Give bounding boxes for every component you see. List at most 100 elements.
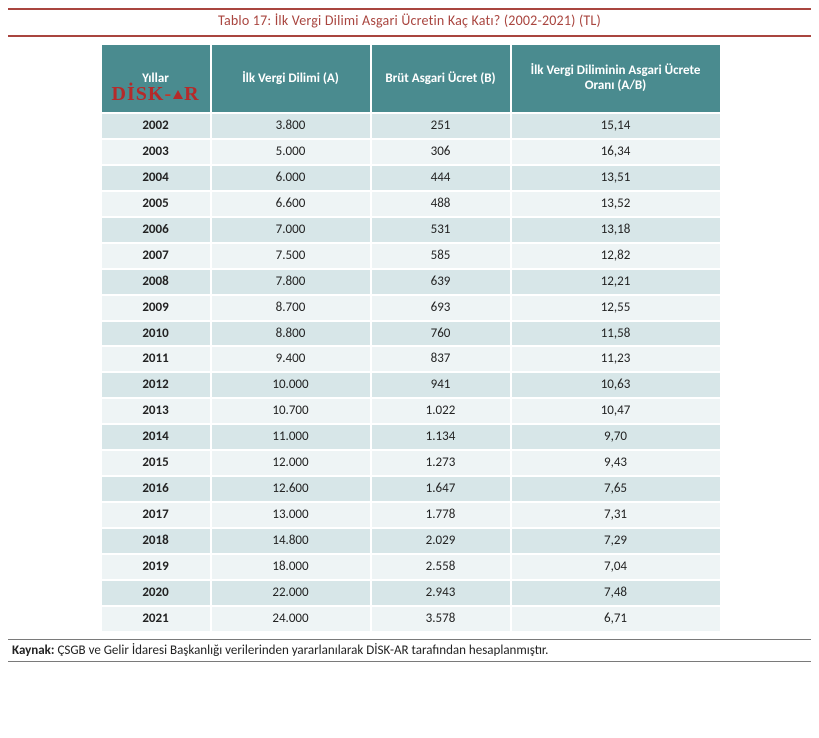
cell-value: 22.000 xyxy=(211,580,371,606)
cell-value: 7,04 xyxy=(511,554,721,580)
table-row: 201210.00094110,63 xyxy=(101,372,721,398)
table-row: 20067.00053113,18 xyxy=(101,217,721,243)
cell-year: 2009 xyxy=(101,295,211,321)
cell-value: 12,82 xyxy=(511,243,721,269)
cell-value: 7.000 xyxy=(211,217,371,243)
cell-year: 2006 xyxy=(101,217,211,243)
cell-value: 7,29 xyxy=(511,528,721,554)
cell-year: 2010 xyxy=(101,321,211,347)
cell-value: 18.000 xyxy=(211,554,371,580)
cell-year: 2012 xyxy=(101,372,211,398)
col-header-year-label: Yıllar xyxy=(142,71,169,86)
cell-value: 7,48 xyxy=(511,580,721,606)
cell-value: 13,18 xyxy=(511,217,721,243)
cell-value: 9.400 xyxy=(211,346,371,372)
cell-value: 10.700 xyxy=(211,398,371,424)
cell-year: 2011 xyxy=(101,346,211,372)
cell-value: 5.000 xyxy=(211,139,371,165)
table-title: Tablo 17: İlk Vergi Dilimi Asgari Ücreti… xyxy=(218,12,601,29)
cell-value: 3.578 xyxy=(371,606,511,632)
watermark-r: R xyxy=(184,83,199,105)
watermark-d: D xyxy=(112,83,127,105)
cell-value: 24.000 xyxy=(211,606,371,632)
cell-value: 7.500 xyxy=(211,243,371,269)
cell-value: 1.778 xyxy=(371,502,511,528)
cell-value: 8.800 xyxy=(211,321,371,347)
table-row: 201512.0001.2739,43 xyxy=(101,450,721,476)
cell-year: 2003 xyxy=(101,139,211,165)
cell-year: 2004 xyxy=(101,165,211,191)
table-row: 202124.0003.5786,71 xyxy=(101,606,721,632)
table-row: 202022.0002.9437,48 xyxy=(101,580,721,606)
cell-value: 837 xyxy=(371,346,511,372)
cell-value: 13,52 xyxy=(511,191,721,217)
cell-value: 2.029 xyxy=(371,528,511,554)
watermark-sk: SK xyxy=(136,83,165,105)
cell-value: 251 xyxy=(371,113,511,139)
cell-value: 1.134 xyxy=(371,424,511,450)
cell-value: 2.558 xyxy=(371,554,511,580)
cell-value: 12.000 xyxy=(211,450,371,476)
title-rule-top xyxy=(8,8,811,10)
cell-value: 585 xyxy=(371,243,511,269)
cell-value: 9,43 xyxy=(511,450,721,476)
watermark-logo: DİSK-R xyxy=(112,83,200,106)
page: Tablo 17: İlk Vergi Dilimi Asgari Ücreti… xyxy=(0,0,819,662)
watermark-dot-icon: İ xyxy=(127,83,136,105)
table-row: 20023.80025115,14 xyxy=(101,113,721,139)
cell-value: 10,47 xyxy=(511,398,721,424)
cell-value: 12.600 xyxy=(211,476,371,502)
watermark-dash-icon: - xyxy=(164,83,172,105)
source-label: Kaynak: xyxy=(12,643,55,658)
cell-value: 13.000 xyxy=(211,502,371,528)
cell-year: 2014 xyxy=(101,424,211,450)
cell-year: 2013 xyxy=(101,398,211,424)
cell-value: 488 xyxy=(371,191,511,217)
cell-year: 2017 xyxy=(101,502,211,528)
table-head: Yıllar DİSK-R İlk Vergi Dilimi (A) Brüt … xyxy=(101,44,721,113)
cell-value: 693 xyxy=(371,295,511,321)
cell-value: 15,14 xyxy=(511,113,721,139)
cell-value: 6.600 xyxy=(211,191,371,217)
cell-year: 2007 xyxy=(101,243,211,269)
cell-value: 1.022 xyxy=(371,398,511,424)
cell-value: 16,34 xyxy=(511,139,721,165)
cell-value: 531 xyxy=(371,217,511,243)
cell-year: 2016 xyxy=(101,476,211,502)
cell-year: 2018 xyxy=(101,528,211,554)
cell-year: 2019 xyxy=(101,554,211,580)
table-row: 201310.7001.02210,47 xyxy=(101,398,721,424)
table-body: 20023.80025115,1420035.00030616,3420046.… xyxy=(101,113,721,632)
cell-year: 2005 xyxy=(101,191,211,217)
table-row: 201713.0001.7787,31 xyxy=(101,502,721,528)
cell-value: 7.800 xyxy=(211,269,371,295)
table-row: 20046.00044413,51 xyxy=(101,165,721,191)
table-row: 20056.60048813,52 xyxy=(101,191,721,217)
table-row: 201918.0002.5587,04 xyxy=(101,554,721,580)
data-table: Yıllar DİSK-R İlk Vergi Dilimi (A) Brüt … xyxy=(100,43,722,633)
cell-value: 10.000 xyxy=(211,372,371,398)
cell-value: 6,71 xyxy=(511,606,721,632)
cell-value: 11,58 xyxy=(511,321,721,347)
cell-value: 8.700 xyxy=(211,295,371,321)
cell-value: 306 xyxy=(371,139,511,165)
table-row: 20087.80063912,21 xyxy=(101,269,721,295)
table-row: 20077.50058512,82 xyxy=(101,243,721,269)
table-row: 20035.00030616,34 xyxy=(101,139,721,165)
watermark-triangle-icon xyxy=(173,90,183,99)
cell-value: 12,21 xyxy=(511,269,721,295)
cell-year: 2008 xyxy=(101,269,211,295)
cell-value: 10,63 xyxy=(511,372,721,398)
cell-value: 1.273 xyxy=(371,450,511,476)
cell-year: 2020 xyxy=(101,580,211,606)
cell-value: 760 xyxy=(371,321,511,347)
table-header-row: Yıllar DİSK-R İlk Vergi Dilimi (A) Brüt … xyxy=(101,44,721,113)
cell-value: 13,51 xyxy=(511,165,721,191)
cell-value: 14.800 xyxy=(211,528,371,554)
cell-value: 7,31 xyxy=(511,502,721,528)
title-rule-bottom xyxy=(8,35,811,37)
cell-value: 11,23 xyxy=(511,346,721,372)
col-header-b: Brüt Asgari Ücret (B) xyxy=(371,44,511,113)
cell-value: 444 xyxy=(371,165,511,191)
cell-value: 1.647 xyxy=(371,476,511,502)
